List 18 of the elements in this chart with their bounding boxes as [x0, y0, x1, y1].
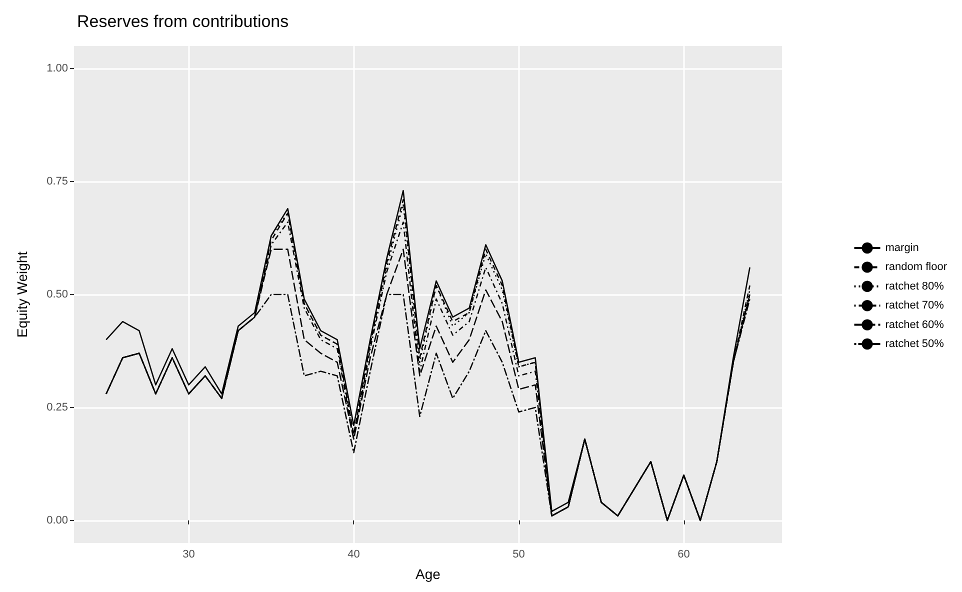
x-tick-label: 50: [512, 548, 525, 560]
legend-label: ratchet 70%: [885, 300, 944, 312]
chart-title: Reserves from contributions: [77, 12, 289, 31]
legend-label: random floor: [885, 261, 948, 274]
x-tick-label: 30: [182, 548, 195, 560]
y-tick-label: 0.25: [46, 401, 68, 414]
legend-label: margin: [885, 242, 919, 254]
y-tick-label: 1.00: [46, 62, 68, 75]
legend-label: ratchet 80%: [885, 280, 944, 292]
x-tick-label: 60: [678, 548, 690, 560]
y-axis-title: Equity Weight: [14, 251, 30, 338]
legend-label: ratchet 60%: [885, 318, 944, 331]
legend-label: ratchet 50%: [885, 338, 944, 350]
x-axis-title: Age: [416, 566, 441, 582]
x-tick-label: 40: [348, 548, 360, 560]
y-tick-label: 0.00: [46, 514, 68, 526]
y-tick-label: 0.75: [46, 176, 68, 188]
y-tick-label: 0.50: [46, 288, 68, 300]
